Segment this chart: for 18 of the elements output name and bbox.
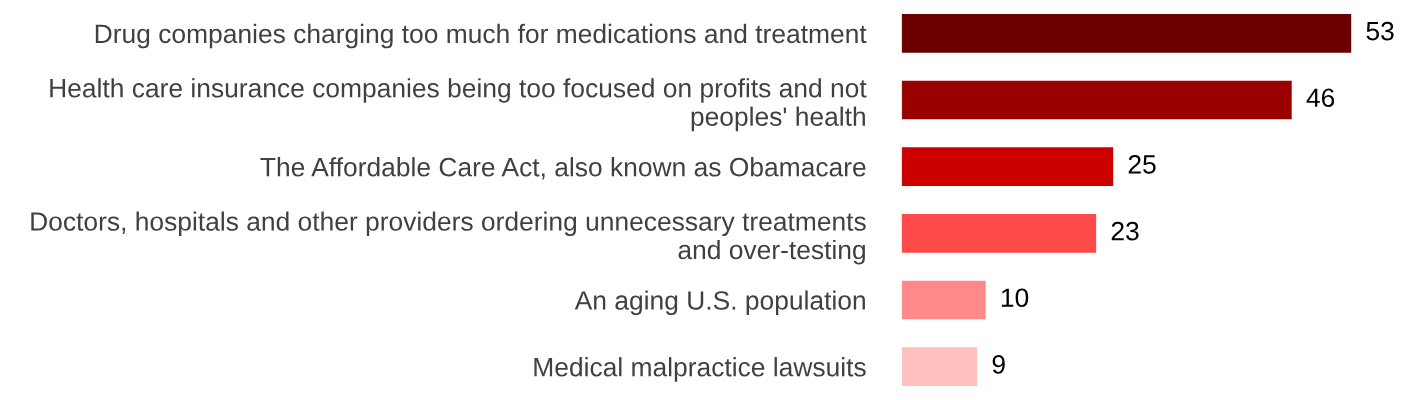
data-label: 9	[992, 355, 1005, 374]
data-label: 53	[1366, 21, 1394, 41]
bar	[901, 79, 1294, 121]
data-label: 25	[1128, 155, 1156, 174]
bar	[901, 345, 979, 388]
y-tick-label: Medical malpractice lawsuits	[534, 357, 866, 382]
y-tick-label: Drug companies charging too much for medications and treatment	[95, 23, 867, 49]
bar	[901, 145, 1115, 188]
bar	[901, 12, 1353, 55]
data-label: 10	[1001, 288, 1029, 308]
bar	[901, 279, 988, 321]
bar	[901, 212, 1098, 255]
y-tick-label: An aging U.S. population	[574, 290, 865, 316]
y-tick-label: Health care insurance companies being too focused on profits and not peoples' health	[50, 78, 867, 132]
data-label: 46	[1306, 88, 1335, 108]
y-tick-label: The Affordable Care Act, also known as Obamacare	[260, 157, 866, 180]
y-tick-label: Doctors, hospitals and other providers ordering unnecessary treatments and over-testing	[31, 211, 866, 265]
data-label: 23	[1111, 221, 1139, 241]
